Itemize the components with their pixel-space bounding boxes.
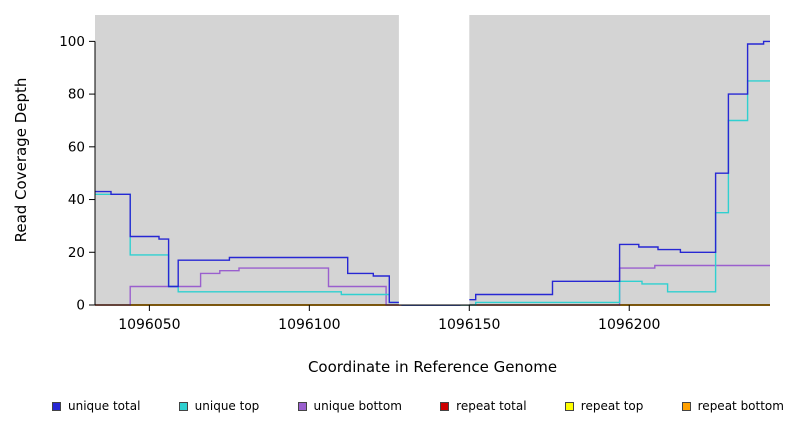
legend-label: unique total [68, 399, 141, 413]
legend-item-repeat-total: repeat total [440, 399, 527, 413]
legend-item-unique-bottom: unique bottom [297, 399, 402, 413]
legend-label: unique bottom [313, 399, 402, 413]
legend-item-repeat-top: repeat top [564, 399, 644, 413]
x-tick-label: 1096200 [598, 317, 660, 333]
y-tick-label: 60 [68, 139, 85, 155]
legend: unique total unique top unique bottom repea… [52, 399, 784, 413]
y-tick-label: 0 [76, 298, 85, 314]
y-tick-label: 40 [68, 192, 85, 208]
x-tick-label: 1096150 [438, 317, 500, 333]
legend-item-unique-top: unique top [178, 399, 260, 413]
legend-item-repeat-bottom: repeat bottom [681, 399, 784, 413]
legend-swatch-icon [564, 401, 574, 411]
masked-region [398, 15, 470, 305]
series-unique-bottom [95, 264, 770, 306]
legend-label: repeat bottom [697, 399, 784, 413]
legend-label: repeat total [456, 399, 527, 413]
legend-swatch-icon [297, 401, 307, 411]
legend-label: unique top [194, 399, 260, 413]
x-tick-label: 1096050 [118, 317, 180, 333]
x-tick-label: 1096100 [278, 317, 340, 333]
y-axis-label: Read Coverage Depth [12, 77, 30, 243]
legend-swatch-icon [178, 401, 188, 411]
y-tick-label: 100 [59, 34, 85, 50]
legend-item-unique-total: unique total [52, 399, 140, 413]
legend-swatch-icon [440, 401, 450, 411]
legend-swatch-icon [681, 401, 691, 411]
legend-label: repeat top [580, 399, 644, 413]
legend-swatch-icon [52, 401, 61, 411]
y-tick-label: 20 [68, 245, 85, 261]
y-tick-label: 80 [68, 87, 85, 103]
x-axis-label: Coordinate in Reference Genome [307, 358, 558, 376]
